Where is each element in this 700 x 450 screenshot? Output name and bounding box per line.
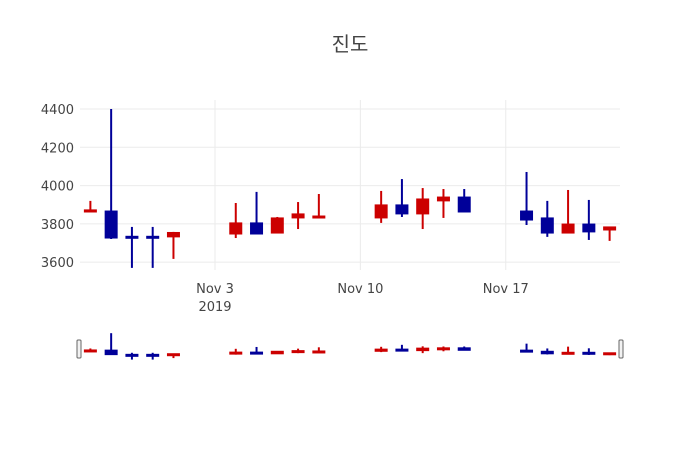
candle[interactable] bbox=[561, 346, 575, 355]
candle[interactable] bbox=[270, 216, 284, 234]
candle[interactable] bbox=[250, 346, 264, 355]
candle[interactable] bbox=[395, 344, 409, 352]
candle[interactable] bbox=[250, 191, 264, 235]
candle[interactable] bbox=[540, 200, 554, 237]
candle[interactable] bbox=[229, 202, 243, 239]
x-tick-label: Nov 10 bbox=[337, 282, 383, 297]
y-tick-label: 4400 bbox=[41, 103, 74, 118]
candle[interactable] bbox=[603, 226, 617, 241]
y-tick-label: 4000 bbox=[41, 180, 74, 195]
candle[interactable] bbox=[520, 171, 534, 226]
candle[interactable] bbox=[436, 346, 450, 352]
candle[interactable] bbox=[540, 348, 554, 355]
candle[interactable] bbox=[125, 352, 139, 360]
candles[interactable] bbox=[83, 108, 617, 268]
range-slider-right-handle[interactable] bbox=[618, 339, 624, 359]
candle[interactable] bbox=[291, 348, 305, 354]
candle[interactable] bbox=[291, 202, 305, 230]
x-tick-label: Nov 17 bbox=[483, 282, 529, 297]
candle[interactable] bbox=[104, 108, 118, 239]
x-tick-label: Nov 3 bbox=[196, 282, 234, 297]
candle[interactable] bbox=[561, 189, 575, 234]
candle[interactable] bbox=[146, 226, 160, 268]
candle[interactable] bbox=[374, 346, 388, 353]
candle[interactable] bbox=[312, 347, 326, 354]
x-tick-year: 2019 bbox=[198, 300, 231, 315]
candle[interactable] bbox=[83, 200, 97, 213]
candle[interactable] bbox=[374, 190, 388, 223]
candle[interactable] bbox=[436, 189, 450, 218]
candle[interactable] bbox=[229, 348, 243, 355]
candle[interactable] bbox=[520, 343, 534, 353]
chart-title: 진도 bbox=[331, 32, 369, 56]
candle[interactable] bbox=[83, 348, 97, 353]
y-tick-label: 3800 bbox=[41, 218, 74, 233]
y-tick-label: 4200 bbox=[41, 141, 74, 156]
candle[interactable] bbox=[125, 226, 139, 268]
range-slider[interactable] bbox=[76, 333, 624, 360]
candle[interactable] bbox=[166, 231, 180, 259]
candle[interactable] bbox=[416, 346, 430, 354]
candle[interactable] bbox=[166, 353, 180, 359]
candle[interactable] bbox=[146, 352, 160, 360]
candle[interactable] bbox=[270, 350, 284, 355]
gridlines bbox=[80, 100, 620, 270]
candle[interactable] bbox=[312, 193, 326, 219]
candle[interactable] bbox=[603, 352, 617, 356]
x-axis-ticks: Nov 3 2019 Nov 10 Nov 17 bbox=[196, 282, 529, 315]
candle[interactable] bbox=[457, 189, 471, 213]
candle[interactable] bbox=[395, 179, 409, 217]
range-slider-left-handle[interactable] bbox=[76, 339, 82, 359]
y-axis-ticks: 3600 3800 4000 4200 4400 bbox=[41, 103, 74, 271]
candle[interactable] bbox=[582, 199, 596, 240]
y-tick-label: 3600 bbox=[41, 256, 74, 271]
candle[interactable] bbox=[457, 346, 471, 351]
candle[interactable] bbox=[582, 348, 596, 355]
candle[interactable] bbox=[416, 188, 430, 230]
candle[interactable] bbox=[104, 333, 118, 356]
